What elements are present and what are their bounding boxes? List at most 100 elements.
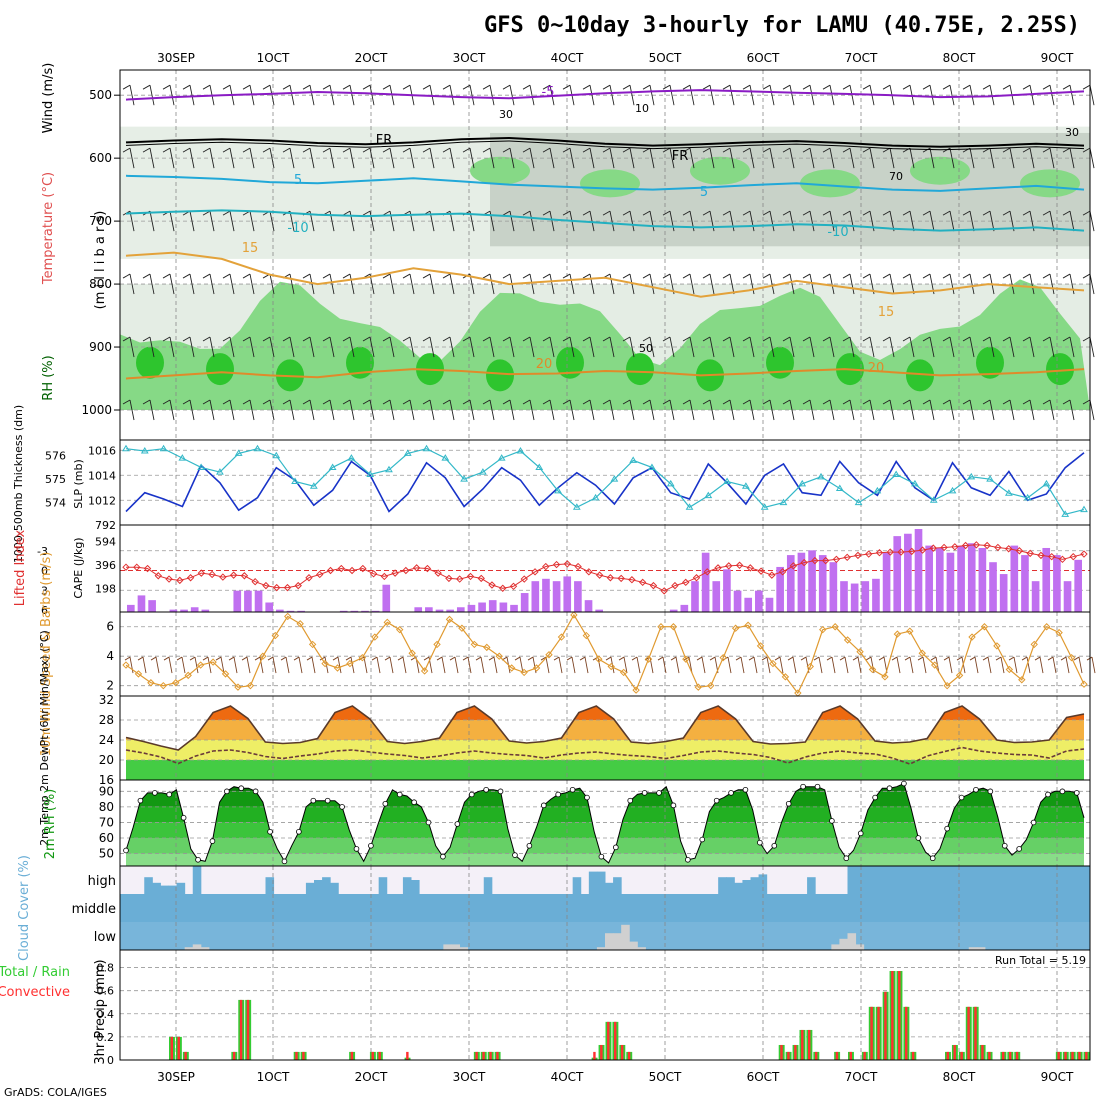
cape-bar [339, 610, 348, 612]
wind-speed-marker [1067, 653, 1076, 662]
precip-conv-bar [1078, 1051, 1081, 1060]
wind-barb-flag [122, 273, 131, 279]
cloud-level-label: middle [72, 902, 116, 917]
wind-barb-10m-flag [930, 656, 937, 661]
wind-barb-flag [622, 336, 631, 342]
wind-barb-flag [1022, 273, 1031, 279]
cape-bar [137, 595, 146, 612]
cloud-middle-cell [774, 894, 784, 922]
wind-barb [309, 336, 315, 358]
wind-barb [1029, 148, 1035, 169]
wind-barb [749, 211, 755, 232]
precip-conv-bar [953, 1044, 956, 1060]
wind-barb-flag [282, 336, 291, 342]
rh-marker [1045, 791, 1051, 798]
precip-conv-bar [870, 1006, 873, 1060]
cloud-low-cell [847, 933, 857, 950]
rh-marker [411, 799, 417, 806]
li-marker [434, 569, 442, 577]
bottom-day-label: 8OCT [943, 1070, 976, 1084]
thickness-marker [159, 444, 168, 452]
precip-conv-bar [620, 1044, 624, 1060]
wind-barb [409, 399, 415, 421]
wind-barb-flag [862, 84, 871, 90]
wind-barb-10m [480, 656, 485, 674]
wind-barb-10m-flag [371, 656, 378, 661]
wind-speed-marker [433, 640, 441, 649]
rh-marker [641, 790, 648, 796]
rh-green-blob-mid [910, 156, 970, 185]
cloud-high-cell [936, 866, 945, 894]
li-marker [843, 553, 851, 562]
wind-barb [1029, 85, 1035, 106]
wind-barb-flag [982, 399, 991, 405]
cape-bar [286, 610, 295, 612]
thickness-marker [403, 449, 412, 456]
cloud-high-cell [896, 866, 905, 894]
wind-speed-marker [632, 686, 640, 694]
cloud-high-cell [1049, 866, 1059, 894]
wind-barb [289, 85, 295, 106]
cloud-middle-cell [621, 894, 630, 922]
wind-barb-flag [662, 147, 671, 153]
wind-barb [169, 148, 175, 169]
rh-contour-label: 10 [635, 102, 649, 115]
li-marker [617, 574, 625, 583]
wind-barb [549, 399, 555, 421]
cloud-high-cell [807, 877, 816, 894]
cape-bar [127, 604, 135, 612]
wind-barb-10m-flag [618, 656, 625, 661]
precip-conv-bar [184, 1051, 187, 1060]
wind-barb [1009, 148, 1015, 169]
top-day-label: 3OCT [453, 51, 486, 65]
wind-tick-label: 2 [106, 679, 114, 693]
cross-section-axis-label: RH (%) [41, 355, 56, 400]
wind-barb [289, 211, 295, 232]
cape-frame [119, 524, 1091, 613]
rh-marker [685, 856, 691, 863]
cloud-high-cell [887, 866, 897, 894]
wind-barb [509, 211, 515, 232]
precip-conv-bar [911, 1051, 915, 1060]
cloud-high-cell [613, 877, 622, 894]
wind-barb-flag [402, 84, 411, 90]
wind-barb [449, 399, 455, 421]
wind-barb-flag [762, 147, 771, 153]
wind-barb-flag [162, 399, 171, 405]
temp-band [126, 720, 1084, 740]
precip-conv-bar [967, 1006, 970, 1060]
li-marker [165, 575, 173, 583]
rh-green-blob [626, 353, 654, 386]
cloud-middle-cell [289, 894, 299, 922]
wind-barb-flag [202, 336, 211, 342]
wind-speed-marker [557, 633, 566, 641]
wind-barb-flag [462, 84, 471, 90]
cape-bar [276, 609, 284, 612]
cloud-middle-cell [540, 894, 549, 922]
wind-barb-10m-flag [748, 656, 755, 661]
thickness-marker [516, 447, 525, 454]
top-day-label: 6OCT [747, 51, 780, 65]
wind-barb [949, 148, 955, 169]
wind-barb-flag [422, 147, 431, 153]
cloud-middle-cell [297, 894, 307, 922]
wind-barb [529, 85, 535, 106]
cloud-high-cell [912, 866, 921, 894]
cloud-high-cell [152, 882, 161, 894]
precip-conv-bar [177, 1036, 180, 1060]
precip-conv-bar [780, 1044, 783, 1060]
isotherm-line [125, 136, 1085, 148]
cloud-middle-cell [637, 894, 646, 922]
wind-barb-flag [542, 273, 551, 279]
wind-barb-flag [222, 336, 231, 342]
wind-barb [209, 399, 215, 421]
rh-marker [440, 853, 446, 860]
wind-barb-flag [822, 399, 831, 405]
cloud-middle-cell [419, 894, 428, 922]
top-day-label: 5OCT [649, 51, 682, 65]
thickness-marker [554, 486, 562, 494]
cloud-middle-cell [871, 894, 881, 922]
wind-barb [1069, 211, 1075, 232]
rh-marker [713, 797, 720, 804]
wind-barb-10m-flag [488, 656, 495, 661]
